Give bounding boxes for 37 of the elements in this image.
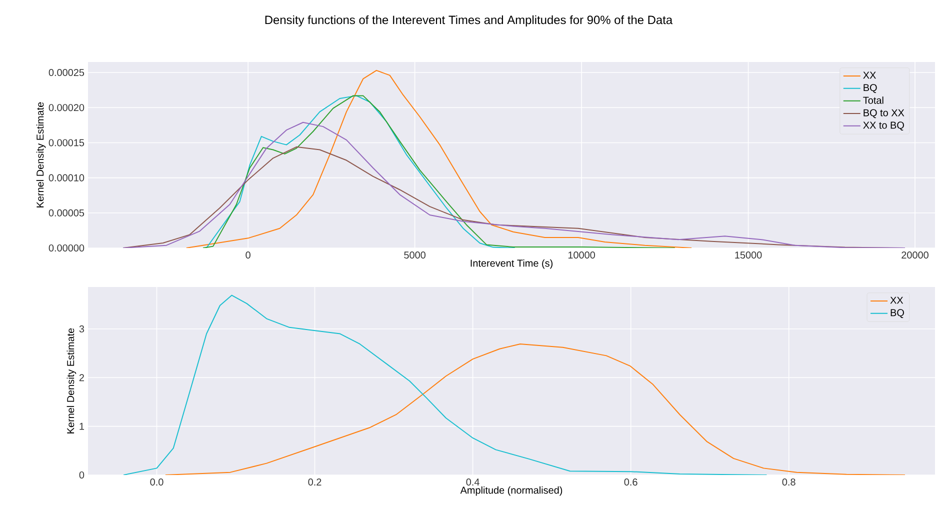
x-axis-title: Interevent Time (s): [470, 259, 552, 269]
x-tick-label: 0.8: [782, 478, 796, 486]
line-series: [186, 70, 692, 248]
y-tick-label: 0.00020: [48, 104, 84, 112]
y-tick-label: 3: [79, 325, 84, 332]
line-series: [164, 343, 906, 476]
line-series: [202, 95, 676, 248]
legend-label: XX to BQ: [863, 122, 904, 131]
y-tick-label: 2: [79, 374, 84, 382]
x-tick-label: 0.4: [466, 478, 480, 486]
legend-label: XX: [890, 296, 904, 304]
legend-label: BQ: [864, 84, 877, 93]
y-tick-label: 0: [79, 471, 84, 479]
y-tick-label: 0.00010: [48, 174, 84, 182]
legend-label: XX: [863, 72, 876, 79]
x-tick-label: 0: [246, 252, 250, 259]
y-tick-label: 0.00005: [48, 209, 84, 216]
legend-label: BQ to XX: [864, 109, 904, 118]
y-tick-label: 0.00025: [48, 69, 84, 76]
x-tick-label: 15000: [735, 252, 762, 259]
x-tick-label: 0.0: [150, 478, 164, 486]
line-series: [123, 294, 768, 476]
legend-label: Total: [863, 96, 884, 104]
x-tick-label: 10000: [568, 252, 595, 259]
x-axis-title: Amplitude (normalised): [460, 486, 562, 496]
y-tick-label: 1: [80, 422, 84, 430]
x-tick-label: 0.6: [624, 478, 638, 486]
chart-title: Density functions of the Interevent Times and Amplitudes for 90% of the Data: [265, 15, 673, 27]
y-tick-label: 0.00000: [48, 244, 84, 252]
legend-label: BQ: [890, 309, 904, 318]
y-axis-title: Kernel Density Estimate: [36, 102, 46, 208]
x-tick-label: 5000: [404, 252, 426, 259]
x-tick-label: 0.2: [308, 478, 322, 486]
y-tick-label: 0.00015: [48, 139, 84, 146]
x-tick-label: 20000: [902, 252, 928, 259]
y-axis-title: Kernel Density Estimate: [66, 328, 76, 434]
line-series: [122, 122, 906, 248]
